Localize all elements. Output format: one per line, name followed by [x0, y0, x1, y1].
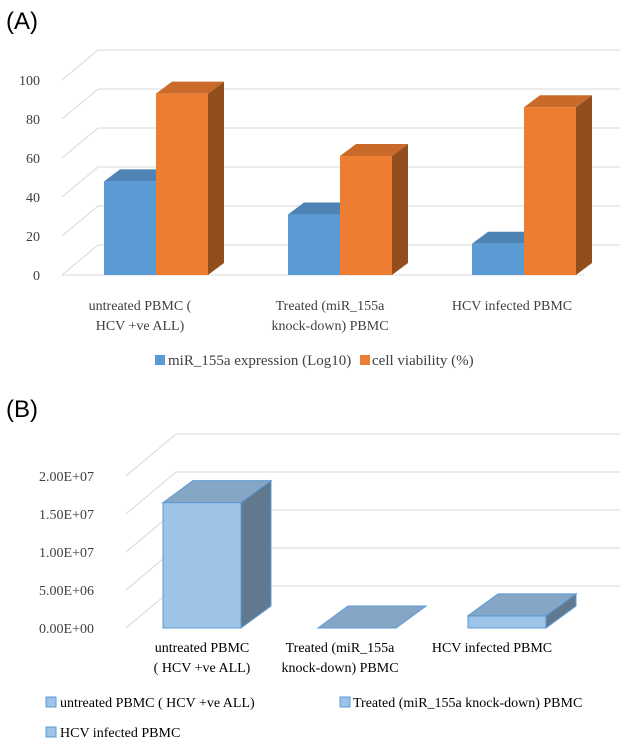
- bar-viability-0-top: [156, 81, 224, 94]
- y-tick-label: 1.00E+07: [39, 546, 94, 561]
- bar-b-2: [466, 592, 578, 629]
- grid-diag: [125, 471, 177, 515]
- bar-mir155a-0-front: [104, 181, 156, 275]
- legend-label-b-1: Treated (miR_155a knock-down) PBMC: [353, 696, 582, 711]
- bar-viability-0-side: [208, 81, 224, 276]
- bar-viability-1: [340, 144, 408, 275]
- legend-swatch-1: [360, 355, 370, 365]
- x-tick-label: knock-down) PBMC: [271, 319, 388, 334]
- chart-a: 0 20 40 60 80 100 untreated PBMC ( HCV +ve ALL)…: [19, 49, 620, 369]
- grid-diag: [125, 433, 177, 477]
- grid-diag: [61, 166, 99, 198]
- bar-viability-0-front: [156, 93, 208, 276]
- y-tick-label: 40: [26, 191, 40, 206]
- bar-viability-1-side: [392, 144, 408, 275]
- bar-viability-2-front: [524, 107, 576, 275]
- y-tick-label: 0: [33, 269, 40, 284]
- bar-viability-2-top: [524, 95, 592, 108]
- bar-b-2-front: [467, 615, 547, 629]
- x-tick-label: ( HCV +ve ALL): [154, 661, 251, 676]
- x-tick-label: HCV infected PBMC: [452, 299, 572, 314]
- grid-diag: [61, 205, 99, 237]
- legend-label-0: miR_155a expression (Log10): [168, 353, 351, 369]
- bar-mir155a-0-top: [104, 169, 172, 182]
- bar-b-2-top: [466, 593, 578, 617]
- bar-mir155a-1-front: [288, 214, 340, 275]
- grid-diag: [61, 127, 99, 159]
- bar-mir155a-2-front: [472, 243, 524, 275]
- legend-swatch-0: [155, 355, 165, 365]
- bar-viability-2-side: [576, 95, 592, 275]
- legend-swatch-b-0: [45, 696, 57, 708]
- legend-swatch-b-1: [339, 696, 351, 708]
- bar-mir155a-2-top: [472, 231, 540, 244]
- bar-viability-1-front: [340, 156, 392, 275]
- y-tick-label: 20: [26, 230, 40, 245]
- panel-b-label: (B): [6, 396, 38, 423]
- x-tick-label: HCV +ve ALL): [96, 319, 185, 334]
- legend-label-b-0: untreated PBMC ( HCV +ve ALL): [60, 696, 255, 711]
- legend-label-1: cell viability (%): [372, 353, 474, 369]
- bar-b-1-top: [316, 605, 428, 629]
- x-tick-label: Treated (miR_155a: [276, 299, 386, 314]
- y-tick-label: 0.00E+00: [39, 622, 94, 637]
- grid-diag: [61, 49, 99, 81]
- x-tick-label: HCV infected PBMC: [432, 641, 552, 656]
- bar-b-0-front: [162, 502, 242, 629]
- panel-a-label: (A): [6, 8, 38, 35]
- bar-viability-1-top: [340, 144, 408, 157]
- y-tick-label: 5.00E+06: [39, 584, 94, 599]
- chart-b: 0.00E+00 5.00E+06 1.00E+07 1.50E+07 2.00E+07…: [39, 433, 620, 740]
- x-tick-label: knock-down) PBMC: [281, 661, 398, 676]
- bar-viability-0: [156, 81, 224, 276]
- x-tick-label: Treated (miR_155a: [286, 641, 396, 656]
- bar-b-0-top: [161, 480, 273, 504]
- grid-diag: [61, 88, 99, 120]
- bar-viability-2: [524, 95, 592, 275]
- bar-b-0: [161, 479, 273, 629]
- y-tick-label: 80: [26, 113, 40, 128]
- x-tick-label: untreated PBMC: [155, 641, 250, 656]
- bar-b-1: [316, 605, 428, 629]
- legend-label-b-2: HCV infected PBMC: [60, 726, 180, 740]
- grid-diag: [61, 244, 99, 276]
- bar-mir155a-1-top: [288, 202, 356, 215]
- y-tick-label: 100: [19, 74, 40, 89]
- y-tick-label: 60: [26, 152, 40, 167]
- legend-swatch-b-2: [45, 726, 57, 738]
- x-tick-label: untreated PBMC (: [89, 299, 192, 314]
- bar-b-0-side: [240, 479, 272, 629]
- y-tick-label: 2.00E+07: [39, 470, 94, 485]
- y-tick-label: 1.50E+07: [39, 508, 94, 523]
